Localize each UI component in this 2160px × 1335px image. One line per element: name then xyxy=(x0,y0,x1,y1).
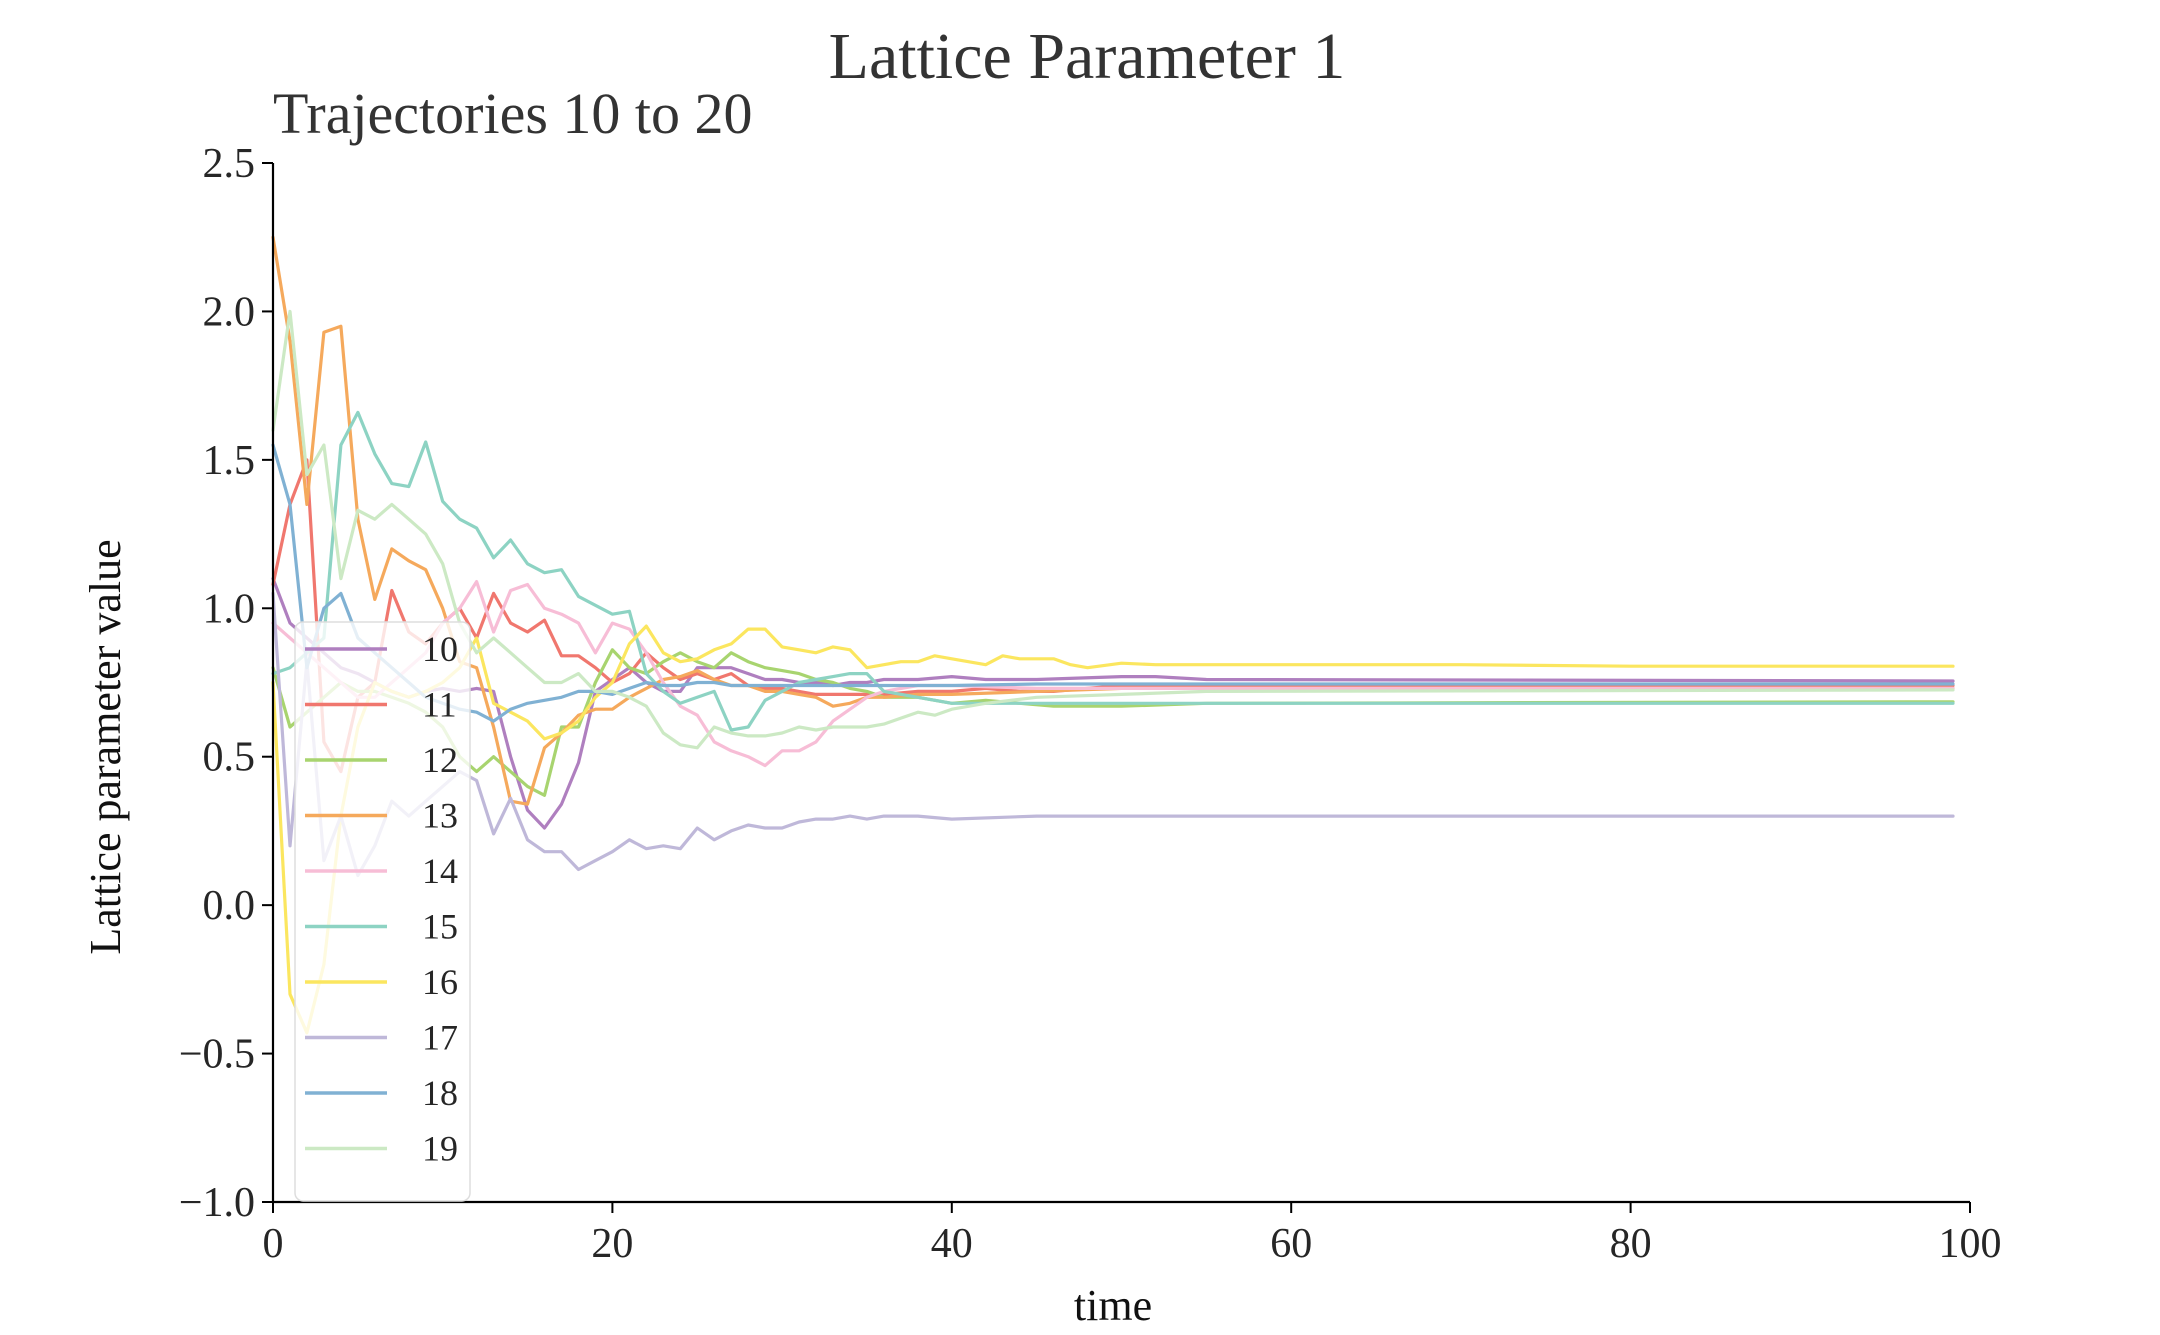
series-line-13 xyxy=(271,235,1955,806)
y-tick-label: 2.5 xyxy=(203,141,256,187)
legend-label-19: 19 xyxy=(422,1129,458,1169)
legend-label-16: 16 xyxy=(422,962,458,1002)
legend-label-10: 10 xyxy=(422,629,458,669)
y-tick-label: −1.0 xyxy=(179,1180,255,1226)
chart-subtitle: Trajectories 10 to 20 xyxy=(273,81,753,146)
legend-label-13: 13 xyxy=(422,796,458,836)
legend-box xyxy=(294,621,471,1202)
legend-label-18: 18 xyxy=(422,1073,458,1113)
series-line-19 xyxy=(271,309,1955,750)
series-line-11 xyxy=(271,458,1955,774)
legend-label-11: 11 xyxy=(422,685,457,725)
series-line-15 xyxy=(271,410,1955,732)
y-tick-label: 0.0 xyxy=(203,883,256,929)
legend-label-14: 14 xyxy=(422,851,458,891)
y-tick-label: −0.5 xyxy=(179,1032,255,1078)
x-tick-label: 60 xyxy=(1270,1221,1312,1267)
y-tick-label: 0.5 xyxy=(203,735,256,781)
y-axis-label: Lattice parameter value xyxy=(81,539,130,954)
series-line-12 xyxy=(271,648,1955,797)
y-tick-label: 2.0 xyxy=(203,289,256,335)
chart-title: Lattice Parameter 1 xyxy=(829,20,1346,93)
series-line-17 xyxy=(271,591,1955,878)
x-tick-label: 0 xyxy=(263,1221,284,1267)
x-axis-label: time xyxy=(1074,1281,1152,1330)
x-tick-label: 20 xyxy=(591,1221,633,1267)
x-tick-label: 100 xyxy=(1939,1221,2002,1267)
y-tick-label: 1.5 xyxy=(203,438,256,484)
series-layer xyxy=(271,235,1955,1035)
series-line-14 xyxy=(271,580,1955,768)
x-tick-label: 80 xyxy=(1610,1221,1652,1267)
legend-label-17: 17 xyxy=(422,1018,458,1058)
x-tick-label: 40 xyxy=(931,1221,973,1267)
legend-label-12: 12 xyxy=(422,740,458,780)
legend-label-15: 15 xyxy=(422,907,458,947)
axes: 0 20 40 60 80 100 −1.0 −0.5 0.0 0.5 1.0 1.5 2.0 2.5 xyxy=(179,141,2002,1267)
y-tick-label: 1.0 xyxy=(203,586,256,632)
legend: 10 11 12 13 14 15 16 17 18 19 xyxy=(294,621,471,1202)
